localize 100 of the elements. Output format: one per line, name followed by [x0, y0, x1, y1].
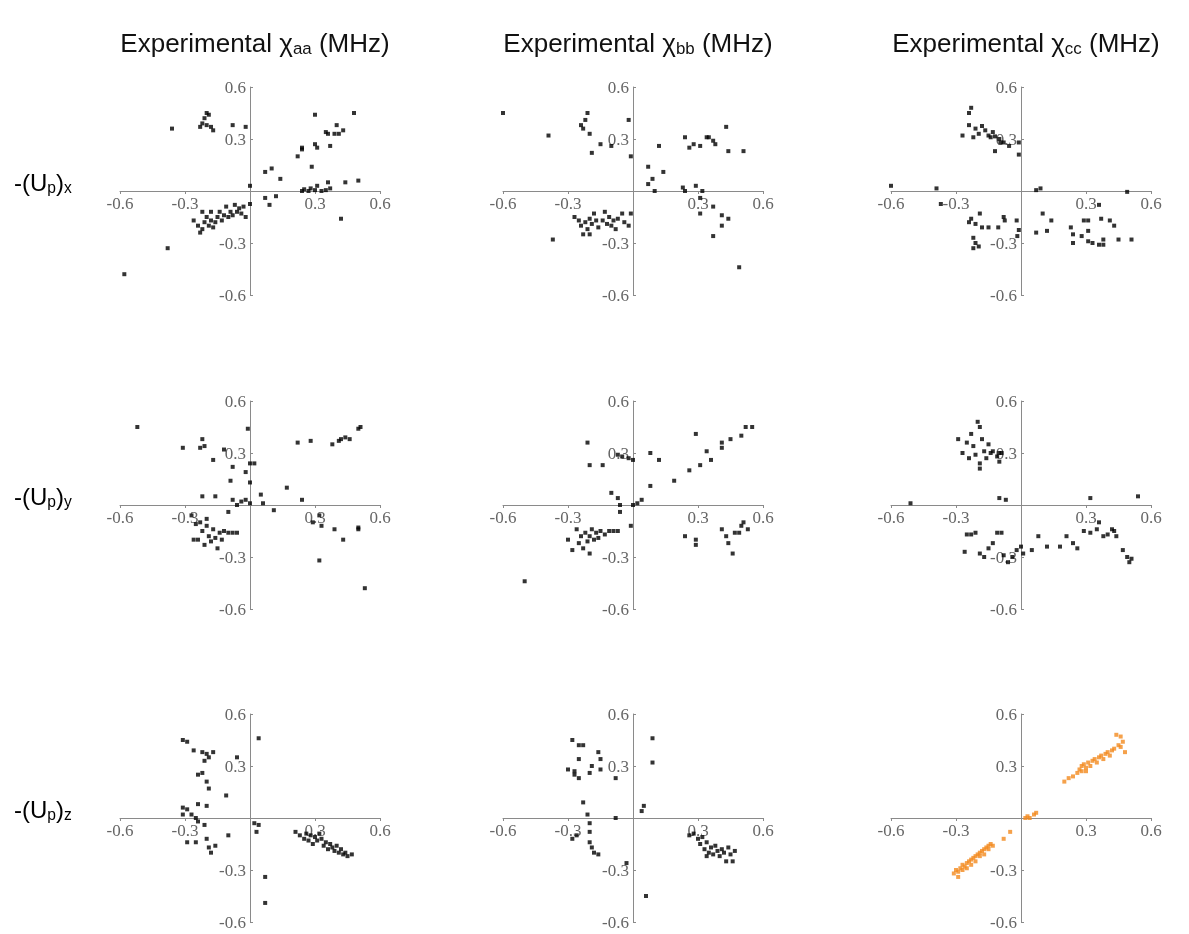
point	[310, 842, 315, 846]
point	[330, 845, 335, 850]
x-tick-label: -0.6	[877, 821, 905, 840]
point	[722, 850, 726, 855]
point	[587, 770, 592, 775]
point	[576, 776, 581, 781]
point	[209, 850, 213, 855]
y-tick-label: 0.6	[607, 704, 629, 724]
x-tick-label: 0.6	[752, 508, 774, 527]
x-tick-label: -0.6	[877, 194, 905, 213]
point	[572, 769, 577, 774]
point	[189, 812, 194, 817]
point	[204, 803, 209, 808]
point	[196, 819, 200, 824]
point	[226, 833, 231, 838]
point	[185, 807, 190, 812]
point	[323, 840, 328, 845]
y-tick-label: -0.6	[990, 285, 1017, 305]
x-tick-label: 0.3	[304, 194, 326, 213]
point	[345, 854, 350, 859]
point	[202, 758, 207, 763]
point	[598, 767, 603, 772]
x-tick-label: 0.6	[752, 821, 774, 840]
point	[570, 738, 575, 742]
point	[589, 764, 594, 768]
point	[598, 757, 603, 762]
point	[572, 772, 577, 777]
point	[702, 847, 707, 852]
point	[297, 833, 302, 838]
x-tick-label: 0.3	[304, 508, 326, 527]
y-axis-title: -(Up)z	[14, 795, 72, 824]
y-tick-label: -0.3	[219, 547, 246, 567]
x-tick-label: 0.6	[1140, 821, 1162, 840]
x-tick-label: 0.6	[1140, 194, 1162, 213]
point	[293, 829, 298, 834]
point	[200, 750, 205, 755]
y-tick-label: 0.3	[995, 443, 1017, 463]
point	[613, 816, 618, 820]
point	[644, 894, 648, 898]
point	[180, 812, 185, 817]
point	[185, 840, 190, 845]
point	[206, 845, 211, 850]
x-tick-label: 0.6	[1140, 508, 1162, 527]
point	[196, 802, 200, 807]
y-tick-label: -0.6	[990, 912, 1017, 932]
y-tick-label: 0.6	[995, 704, 1017, 724]
point	[339, 847, 343, 852]
y-tick-label: 0.6	[607, 77, 629, 97]
y-tick-label: 0.6	[995, 391, 1017, 411]
x-tick-label: 0.3	[1075, 821, 1097, 840]
point	[587, 840, 592, 845]
x-tick-label: 0.3	[687, 508, 709, 527]
point	[711, 852, 716, 857]
point	[204, 779, 209, 784]
point	[581, 800, 586, 805]
point	[321, 843, 326, 848]
y-tick-label: 0.3	[224, 443, 246, 463]
point	[719, 847, 724, 852]
point	[576, 743, 581, 748]
x-tick-label: -0.6	[877, 508, 905, 527]
point	[254, 829, 259, 834]
point	[193, 840, 198, 845]
point	[334, 843, 339, 848]
point	[196, 772, 200, 777]
x-tick-label: -0.6	[489, 508, 517, 527]
y-tick-label: -0.6	[219, 912, 246, 932]
x-tick-label: -0.3	[171, 821, 199, 840]
x-tick-label: -0.6	[106, 821, 134, 840]
point	[213, 843, 218, 848]
y-tick-label: 0.3	[607, 129, 629, 149]
x-tick-label: -0.3	[942, 194, 970, 213]
y-tick-label: -0.3	[602, 547, 629, 567]
point	[570, 836, 575, 841]
y-tick-label: -0.6	[990, 599, 1017, 619]
point	[180, 805, 185, 810]
y-tick-label: 0.3	[607, 756, 629, 776]
point	[717, 854, 722, 859]
point	[613, 776, 618, 781]
point	[704, 840, 709, 845]
x-tick-label: -0.3	[554, 821, 582, 840]
y-tick-label: -0.3	[990, 860, 1017, 880]
y-axis-title: -(Up)x	[14, 168, 72, 197]
chart-title: Experimental χaa (MHz)	[120, 27, 390, 59]
point	[596, 852, 601, 857]
point	[650, 736, 655, 741]
y-tick-label: 0.6	[607, 391, 629, 411]
y-tick-label: 0.6	[995, 77, 1017, 97]
x-tick-label: -0.3	[942, 821, 970, 840]
point	[204, 836, 209, 841]
point	[730, 859, 735, 864]
y-tick-label: 0.3	[995, 756, 1017, 776]
point	[704, 854, 709, 859]
y-tick-label: 0.6	[224, 704, 246, 724]
y-tick-label: -0.6	[219, 599, 246, 619]
point	[641, 803, 646, 808]
point	[200, 770, 205, 775]
y-tick-label: 0.3	[607, 443, 629, 463]
point	[728, 852, 733, 857]
point	[698, 842, 703, 846]
y-tick-label: -0.6	[602, 912, 629, 932]
